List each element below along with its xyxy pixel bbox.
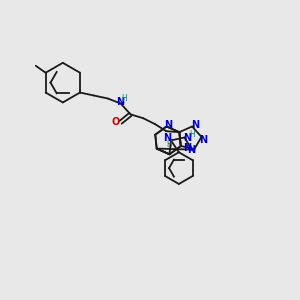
Text: N: N xyxy=(163,134,171,143)
Text: H: H xyxy=(166,140,172,149)
Text: H: H xyxy=(122,94,128,103)
Text: N: N xyxy=(164,119,172,130)
Text: H: H xyxy=(190,130,195,139)
Text: N: N xyxy=(200,135,208,145)
Text: N: N xyxy=(191,121,199,130)
Text: N: N xyxy=(116,98,125,107)
Text: N: N xyxy=(188,145,196,155)
Text: N: N xyxy=(184,134,192,143)
Text: O: O xyxy=(112,117,120,127)
Text: N: N xyxy=(184,142,192,153)
